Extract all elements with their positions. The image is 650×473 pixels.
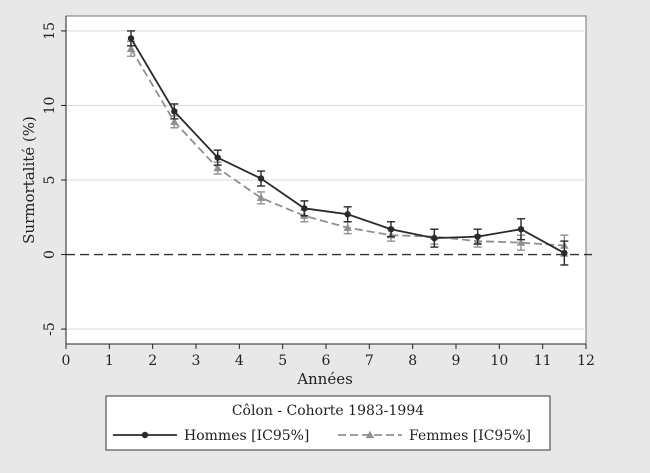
data-point (474, 233, 481, 240)
legend-entry-hommes: Hommes [IC95%] (113, 428, 309, 444)
y-tick-label: 10 (42, 97, 58, 115)
legend: Côlon - Cohorte 1983-1994 Hommes [IC95%]… (105, 395, 551, 451)
legend-marker (141, 431, 149, 439)
x-tick-label: 7 (365, 353, 374, 369)
data-point (214, 154, 221, 161)
legend-title: Côlon - Cohorte 1983-1994 (232, 403, 424, 419)
gridlines (66, 30, 586, 330)
x-tick-label: 0 (62, 353, 71, 369)
y-tick-label: 15 (42, 22, 58, 40)
x-tick-label: 8 (408, 353, 417, 369)
data-point (126, 44, 136, 52)
series-hommes (127, 30, 569, 266)
data-point (431, 234, 438, 242)
y-tick-label: -5 (42, 322, 58, 336)
data-point (170, 117, 179, 126)
data-point (344, 211, 351, 218)
series-layer (126, 30, 569, 266)
data-point (516, 238, 526, 246)
x-tick-label: 11 (534, 353, 552, 369)
data-point (127, 35, 135, 42)
data-point (213, 163, 222, 172)
y-tick-label: 0 (42, 250, 58, 259)
y-axis-label: Surmortalité (%) (20, 116, 38, 244)
legend-entry-femmes: Femmes [IC95%] (338, 428, 531, 444)
legend-items: Hommes [IC95%] Femmes [IC95%] (113, 428, 531, 444)
x-tick-label: 10 (490, 353, 508, 369)
y-tick-label: 5 (42, 176, 58, 185)
data-point (387, 226, 395, 233)
x-tick-label: 5 (278, 353, 287, 369)
data-point (257, 175, 265, 182)
x-tick-label: 9 (452, 353, 461, 369)
x-tick-label: 6 (322, 353, 331, 369)
x-axis-label: Années (296, 370, 353, 388)
data-point (256, 193, 266, 202)
data-point (301, 205, 308, 212)
x-tick-label: 2 (148, 353, 157, 369)
x-tick-label: 3 (192, 353, 201, 369)
data-point (561, 249, 568, 257)
x-tick-label: 12 (577, 353, 595, 369)
legend-label: Hommes [IC95%] (184, 428, 309, 444)
legend-marker (365, 430, 375, 439)
data-point (171, 108, 178, 115)
data-point (343, 223, 352, 231)
x-tick-label: 4 (235, 353, 244, 369)
legend-box (105, 395, 551, 451)
x-tick-label: 1 (105, 353, 114, 369)
legend-label: Femmes [IC95%] (409, 428, 531, 444)
data-point (517, 226, 525, 233)
